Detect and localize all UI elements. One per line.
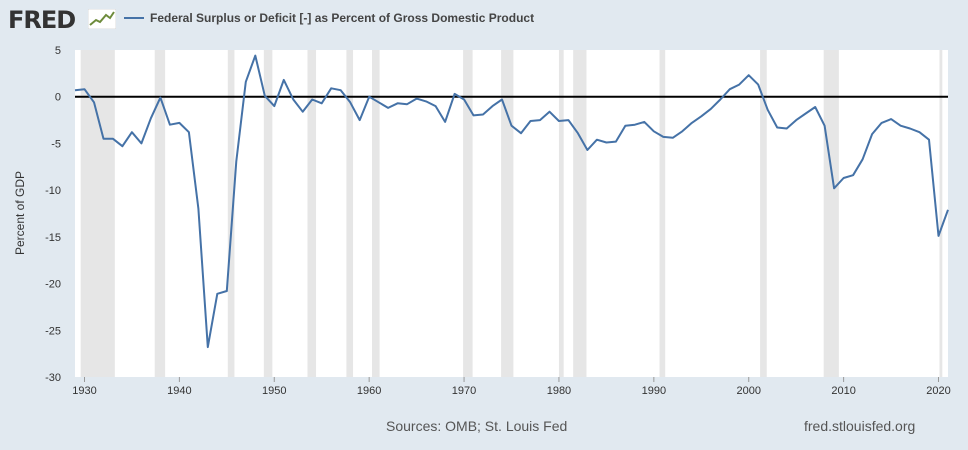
fred-url-link[interactable]: fred.stlouisfed.org (804, 418, 916, 434)
chart-header: FRED Federal Surplus or Deficit [-] as P… (0, 0, 968, 40)
y-tick-label: -5 (51, 138, 61, 150)
legend[interactable]: Federal Surplus or Deficit [-] as Percen… (124, 11, 534, 25)
y-tick-label: -20 (45, 279, 61, 291)
legend-swatch (124, 17, 144, 19)
recession-band (659, 50, 666, 377)
y-tick-label: -25 (45, 325, 61, 337)
recession-band (307, 50, 317, 377)
y-tick-label: -30 (45, 372, 61, 384)
y-tick-label: -10 (45, 185, 61, 197)
recession-band (760, 50, 767, 377)
recession-band (939, 50, 943, 377)
y-axis-ticks: 5 0 -5 -10 -15 -20 -25 -30 (45, 45, 61, 384)
recession-band (346, 50, 354, 377)
x-tick-label: 1960 (357, 385, 381, 397)
recession-band (558, 50, 564, 377)
fred-logo[interactable]: FRED (8, 6, 76, 34)
x-tick-label: 2020 (926, 385, 950, 397)
y-tick-label: 5 (55, 45, 61, 57)
y-tick-label: 0 (55, 92, 61, 104)
x-tick-label: 1990 (642, 385, 666, 397)
series-line (74, 54, 949, 349)
x-tick-label: 1940 (167, 385, 191, 397)
recession-band (227, 50, 235, 377)
x-axis-ticks: 1930 1940 1950 1960 1970 1980 1990 2000 2010 2020 (72, 377, 951, 397)
recession-band (463, 50, 473, 377)
y-tick-label: -15 (45, 232, 61, 244)
legend-label: Federal Surplus or Deficit [-] as Percen… (150, 11, 535, 25)
recession-band (501, 50, 514, 377)
trend-line-icon (88, 9, 116, 29)
x-tick-label: 2010 (831, 385, 855, 397)
y-axis-title: Percent of GDP (13, 171, 27, 255)
chart[interactable]: 5 0 -5 -10 -15 -20 -25 -30 1930 1940 1950 1960 1970… (0, 0, 968, 410)
x-tick-label: 1980 (547, 385, 571, 397)
recession-shading (80, 50, 943, 377)
recession-band (372, 50, 380, 377)
recession-band (573, 50, 587, 377)
x-tick-label: 1930 (72, 385, 96, 397)
recession-band (263, 50, 273, 377)
recession-band (823, 50, 839, 377)
recession-band (80, 50, 115, 377)
x-tick-label: 2000 (736, 385, 760, 397)
x-tick-label: 1970 (452, 385, 476, 397)
x-tick-label: 1950 (262, 385, 286, 397)
sources-text: Sources: OMB; St. Louis Fed (386, 418, 568, 434)
recession-band (154, 50, 166, 377)
